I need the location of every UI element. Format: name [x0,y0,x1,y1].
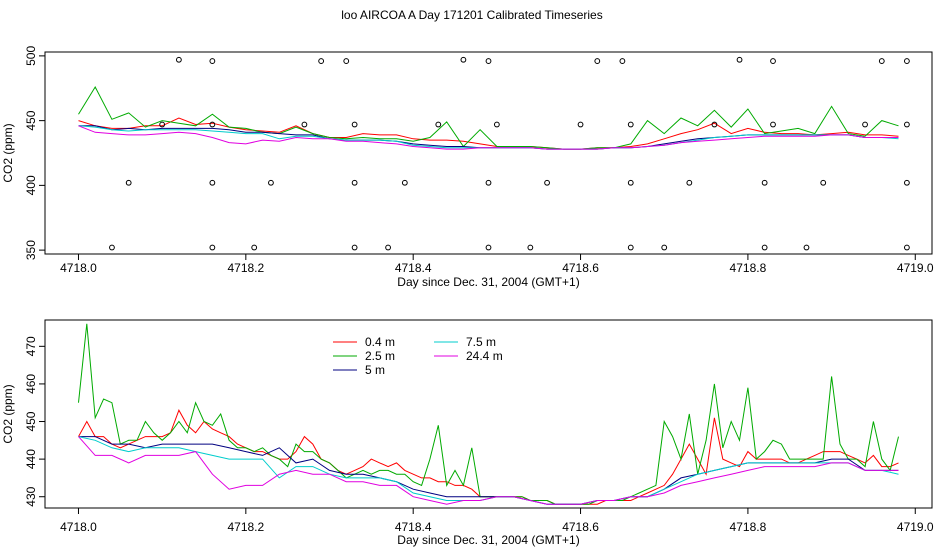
calibration-point [209,121,216,128]
calibration-point [343,58,350,64]
top-panel-calibrated-timeseries: 4718.0 4718.2 4718.4 4718.6 4718.8 4719.0 350 4… [1,46,934,289]
calibration-point [485,244,492,251]
legend-label: 24.4 m [466,349,503,363]
x-tick-label: 4718.0 [60,520,97,534]
x-tick-label: 4718.6 [562,261,599,275]
calibration-point [770,121,776,128]
calibration-point [435,121,442,128]
y-tick-label: 460 [24,374,38,394]
calibration-point [627,244,634,251]
calibration-point [862,121,868,128]
plot-frame [44,319,933,509]
y-tick-label: 450 [24,411,38,431]
calibration-point [209,244,216,251]
calibration-point [736,56,743,63]
calibration-point [209,179,216,186]
legend-label: 5 m [365,363,385,377]
calibration-point [385,244,391,251]
calibration-point [770,58,776,64]
calibration-point [251,244,258,251]
calibration-point [268,179,274,186]
calibration-point [485,179,492,186]
y-tick-label: 430 [24,486,38,506]
calibration-point [903,179,910,186]
x-tick-label: 4718.2 [227,261,264,275]
calibration-point [619,58,626,64]
x-tick-label: 4718.4 [395,261,432,275]
series-line [78,436,899,505]
series-line [78,117,899,150]
calibration-point [401,179,408,186]
x-tick-label: 4718.6 [562,520,599,534]
calibration-point [627,179,634,186]
y-tick-label: 470 [24,336,38,356]
calibration-point [460,56,467,63]
calibration-point [493,121,500,128]
calibration-point [544,179,550,186]
calibration-point [711,121,718,128]
calibration-point [803,244,810,251]
x-tick-label: 4718.4 [395,520,432,534]
calibration-point [903,121,910,128]
calibration-point [627,121,634,128]
y-tick-label: 400 [24,175,38,195]
calibration-point [351,121,358,128]
calibration-point [820,179,827,186]
calibration-point [686,179,693,186]
calibration-point [301,121,308,128]
series-line [78,85,899,150]
calibration-point [109,244,115,251]
y-tick-label: 350 [24,240,38,260]
bottom-panel-co2-profiles: 4718.0 4718.2 4718.4 4718.6 4718.8 4719.0 430 4… [1,319,934,547]
calibration-point [527,244,534,251]
x-tick-label: 4718.2 [227,520,264,534]
figure-title: loo AIRCOA A Day 171201 Calibrated Times… [341,8,602,22]
calibration-point [175,56,182,63]
legend-label: 0.4 m [365,335,395,349]
x-tick-label: 4719.0 [897,520,934,534]
series-line [78,125,899,150]
x-axis-label: Day since Dec. 31, 2004 (GMT+1) [397,275,579,289]
calibration-point [761,179,768,186]
series-line [78,409,899,505]
calibration-point [594,58,601,64]
calibration-point [878,58,885,64]
calibration-point [318,58,325,64]
plot-frame [44,51,933,255]
calibration-point [903,244,910,251]
x-tick-label: 4718.0 [60,261,97,275]
calibration-point [159,121,166,128]
y-tick-label: 440 [24,449,38,469]
calibration-point [577,121,584,128]
y-axis-label: CO2 (ppm) [1,384,15,443]
calibration-point [209,58,216,64]
x-tick-label: 4718.8 [730,261,767,275]
calibration-point [125,179,132,186]
x-axis-label: Day since Dec. 31, 2004 (GMT+1) [397,533,579,547]
calibration-point [485,58,492,64]
series-line [78,436,899,505]
legend-label: 2.5 m [365,349,395,363]
calibration-point [903,58,910,64]
legend-label: 7.5 m [466,335,496,349]
calibration-point [761,244,768,251]
calibration-point [661,244,668,251]
series-line [78,436,899,505]
calibration-point [351,244,358,251]
y-tick-label: 500 [24,46,38,66]
x-tick-label: 4718.8 [730,520,767,534]
x-tick-label: 4719.0 [897,261,934,275]
calibration-point [351,179,358,186]
y-axis-label: CO2 (ppm) [1,123,15,182]
y-tick-label: 450 [24,110,38,130]
